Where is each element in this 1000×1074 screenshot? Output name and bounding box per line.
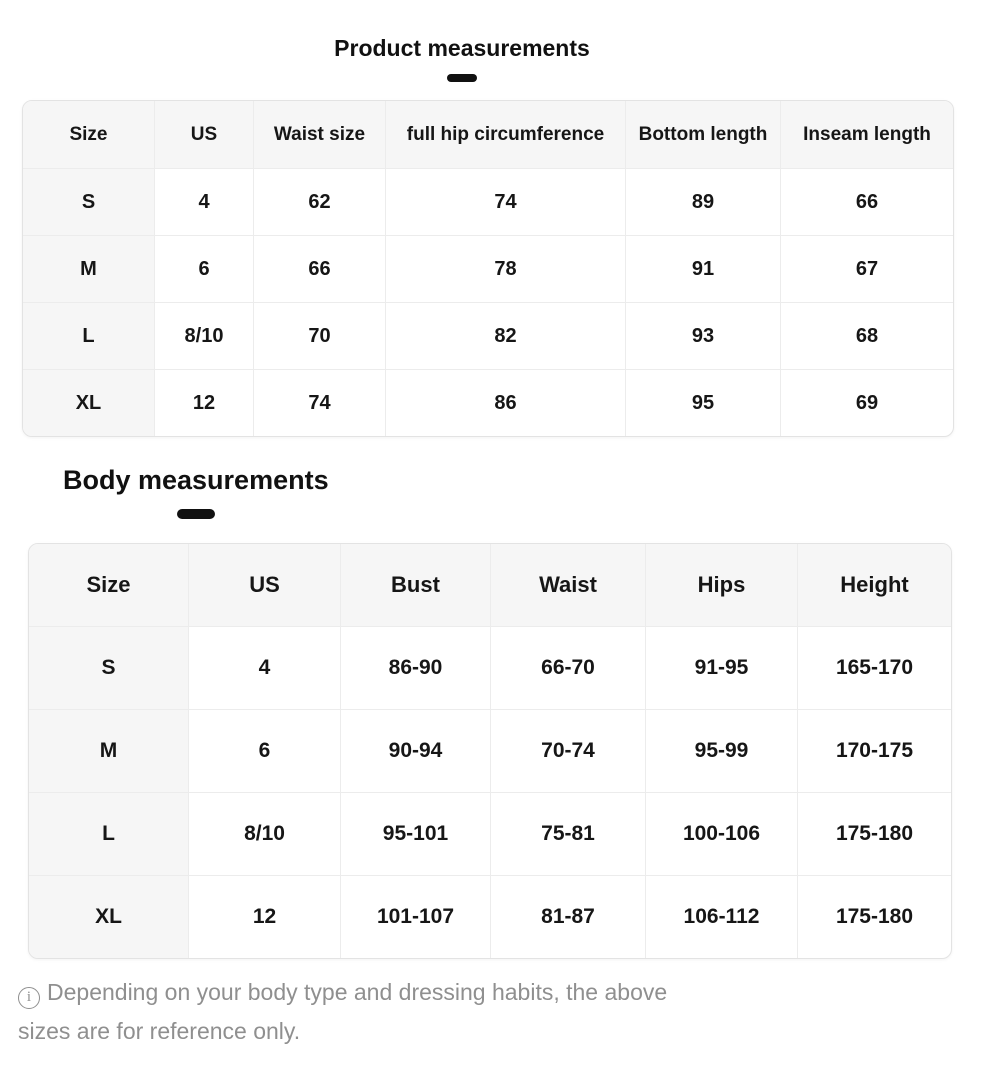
column-header-us: US [189, 544, 341, 627]
table-cell: 170-175 [798, 710, 951, 793]
title-underline-dash [446, 74, 477, 82]
table-cell: 175-180 [835, 905, 914, 928]
size-cell: L [29, 793, 189, 876]
column-header-size: Size [29, 544, 189, 627]
table-cell: 4 [189, 627, 341, 710]
table-cell: 78 [386, 236, 626, 303]
column-header-us: US [155, 101, 254, 169]
table-cell: 67 [781, 236, 953, 303]
size-cell: S [23, 169, 155, 236]
size-cell: XL [29, 876, 189, 958]
size-cell: XL [23, 370, 155, 436]
column-header-height: Height [798, 544, 951, 627]
table-cell: 91 [626, 236, 781, 303]
table-cell: 86 [386, 370, 626, 436]
column-header-waist-size: Waist size [254, 101, 386, 169]
table-row: M 6 66 78 91 67 [23, 236, 953, 303]
column-header-bottom-length: Bottom length [626, 101, 781, 169]
column-header-hips: Hips [646, 544, 798, 627]
column-header-bust: Bust [341, 544, 491, 627]
table-cell: 6 [189, 710, 341, 793]
product-measurements-title: Product measurements [334, 35, 590, 61]
title-underline-dash [176, 509, 215, 519]
table-cell: 95 [626, 370, 781, 436]
body-measurements-title: Body measurements [63, 465, 329, 495]
table-cell: 106-112 [646, 876, 798, 958]
table-cell: 68 [781, 303, 953, 370]
table-cell: 12 [155, 370, 254, 436]
table-cell: 93 [626, 303, 781, 370]
table-cell: 86-90 [341, 627, 491, 710]
table-cell: 8/10 [155, 303, 254, 370]
info-icon-glyph: i [26, 989, 32, 1005]
table-cell: 81-87 [491, 876, 646, 958]
footnote-line2: sizes are for reference only. [18, 1018, 301, 1044]
body-measurements-table: Size US Bust Waist Hips Height S 4 86-90… [28, 543, 952, 959]
body-table-header-row: Size US Bust Waist Hips Height [29, 544, 951, 627]
table-cell: 70 [254, 303, 386, 370]
table-cell: 8/10 [189, 793, 341, 876]
table-cell: 70-74 [491, 710, 646, 793]
column-header-inseam-length: Inseam length [781, 101, 953, 169]
table-cell: 82 [386, 303, 626, 370]
table-row: M 6 90-94 70-74 95-99 170-175 [29, 710, 951, 793]
table-cell: 100-106 [646, 793, 798, 876]
table-row: L 8/10 95-101 75-81 100-106 175-180 [29, 793, 951, 876]
table-cell: 12 [189, 876, 341, 958]
product-measurements-header: Product measurements [22, 0, 902, 82]
column-header-hip-circumference: full hip circumference [386, 101, 626, 169]
column-header-size: Size [23, 101, 155, 169]
table-cell: 66-70 [491, 627, 646, 710]
table-cell: 74 [254, 370, 386, 436]
table-cell: 4 [155, 169, 254, 236]
table-cell: 91-95 [646, 627, 798, 710]
table-cell: 165-170 [798, 627, 951, 710]
info-icon: i [18, 986, 40, 1009]
table-cell: 6 [155, 236, 254, 303]
table-row: S 4 86-90 66-70 91-95 165-170 [29, 627, 951, 710]
body-measurements-header: Body measurements [63, 463, 1000, 519]
table-cell: 175-180 [798, 793, 951, 876]
table-cell: 66 [781, 169, 953, 236]
body-title-block: Body measurements [63, 463, 329, 519]
size-cell: M [23, 236, 155, 303]
table-cell: 66 [254, 236, 386, 303]
reference-footnote: i Depending on your body type and dressin… [18, 973, 748, 1051]
table-cell: 95-101 [341, 793, 491, 876]
column-header-waist: Waist [491, 544, 646, 627]
footnote-line1: Depending on your body type and dressing… [47, 979, 668, 1005]
table-cell: 89 [626, 169, 781, 236]
size-cell: M [29, 710, 189, 793]
size-cell: L [23, 303, 155, 370]
table-cell: 75-81 [491, 793, 646, 876]
table-cell: 69 [855, 391, 879, 414]
table-cell: 74 [386, 169, 626, 236]
product-title-block: Product measurements [334, 34, 590, 82]
table-row: XL 12 101-107 81-87 106-112 175-180 [29, 876, 951, 958]
table-row: XL 12 74 86 95 69 [23, 370, 953, 436]
table-cell: 90-94 [341, 710, 491, 793]
table-cell: 62 [254, 169, 386, 236]
table-cell: 101-107 [341, 876, 491, 958]
table-row: L 8/10 70 82 93 68 [23, 303, 953, 370]
table-cell: 95-99 [646, 710, 798, 793]
size-cell: S [29, 627, 189, 710]
table-row: S 4 62 74 89 66 [23, 169, 953, 236]
product-measurements-table: Size US Waist size full hip circumferenc… [22, 100, 954, 437]
product-table-header-row: Size US Waist size full hip circumferenc… [23, 101, 953, 169]
